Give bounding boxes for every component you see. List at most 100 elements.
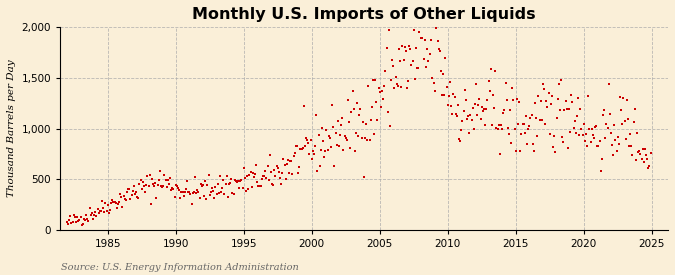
- Point: [128, 184, 139, 188]
- Point: [243, 187, 254, 191]
- Point: [597, 112, 608, 117]
- Point: [599, 107, 610, 112]
- Point: [632, 131, 643, 135]
- Point: [106, 201, 117, 205]
- Point: [524, 123, 535, 128]
- Point: [417, 22, 428, 26]
- Point: [220, 182, 231, 186]
- Point: [396, 85, 406, 89]
- Point: [141, 182, 152, 187]
- Point: [383, 28, 394, 32]
- Point: [245, 170, 256, 174]
- Point: [455, 139, 466, 143]
- Point: [523, 127, 534, 131]
- Point: [582, 144, 593, 148]
- Point: [78, 217, 89, 221]
- Point: [124, 187, 135, 191]
- Point: [522, 142, 533, 146]
- Point: [293, 171, 304, 175]
- Point: [415, 36, 426, 40]
- Point: [616, 108, 626, 112]
- Point: [636, 157, 647, 161]
- Point: [512, 122, 523, 127]
- Point: [535, 99, 546, 103]
- Point: [268, 183, 279, 187]
- Point: [425, 37, 436, 42]
- Point: [510, 149, 521, 153]
- Point: [468, 127, 479, 131]
- Point: [192, 188, 202, 192]
- Point: [643, 166, 653, 170]
- Point: [165, 175, 176, 180]
- Point: [418, 56, 429, 61]
- Point: [166, 188, 177, 192]
- Point: [587, 126, 597, 131]
- Point: [446, 104, 456, 108]
- Point: [171, 184, 182, 188]
- Point: [610, 138, 621, 142]
- Point: [297, 146, 308, 150]
- Point: [477, 109, 488, 113]
- Point: [557, 134, 568, 139]
- Point: [85, 213, 96, 217]
- Point: [525, 116, 536, 121]
- Point: [357, 120, 368, 124]
- Point: [624, 144, 634, 148]
- Point: [306, 156, 317, 161]
- Point: [133, 196, 144, 200]
- Point: [120, 197, 131, 202]
- Point: [438, 72, 449, 76]
- Point: [333, 144, 344, 148]
- Point: [295, 147, 306, 152]
- Point: [283, 158, 294, 163]
- Point: [595, 169, 606, 173]
- Point: [322, 148, 333, 152]
- Point: [644, 164, 655, 168]
- Point: [594, 139, 605, 144]
- Point: [325, 145, 336, 150]
- Point: [416, 36, 427, 40]
- Point: [157, 185, 167, 190]
- Point: [395, 59, 406, 63]
- Point: [65, 214, 76, 218]
- Point: [271, 164, 282, 169]
- Point: [278, 157, 289, 161]
- Point: [273, 170, 284, 174]
- Point: [198, 183, 209, 188]
- Point: [385, 78, 396, 83]
- Point: [97, 199, 107, 203]
- Point: [96, 209, 107, 214]
- Point: [111, 205, 122, 210]
- Point: [551, 116, 562, 120]
- Point: [108, 200, 119, 204]
- Point: [93, 210, 104, 215]
- Point: [183, 189, 194, 194]
- Point: [447, 112, 458, 116]
- Point: [328, 125, 339, 129]
- Point: [604, 111, 615, 116]
- Point: [348, 106, 359, 111]
- Point: [248, 175, 259, 179]
- Point: [365, 118, 376, 122]
- Point: [126, 193, 137, 197]
- Point: [601, 122, 612, 127]
- Point: [622, 98, 632, 103]
- Point: [567, 100, 578, 104]
- Point: [230, 179, 241, 184]
- Point: [541, 99, 551, 104]
- Point: [628, 120, 639, 124]
- Point: [177, 190, 188, 195]
- Point: [378, 97, 389, 101]
- Point: [212, 182, 223, 186]
- Point: [119, 196, 130, 201]
- Point: [205, 193, 215, 197]
- Point: [612, 135, 623, 139]
- Point: [219, 192, 230, 197]
- Point: [603, 81, 614, 86]
- Point: [593, 144, 604, 148]
- Point: [123, 187, 134, 191]
- Point: [146, 177, 157, 181]
- Point: [240, 189, 251, 193]
- Point: [265, 152, 275, 157]
- Point: [250, 171, 261, 176]
